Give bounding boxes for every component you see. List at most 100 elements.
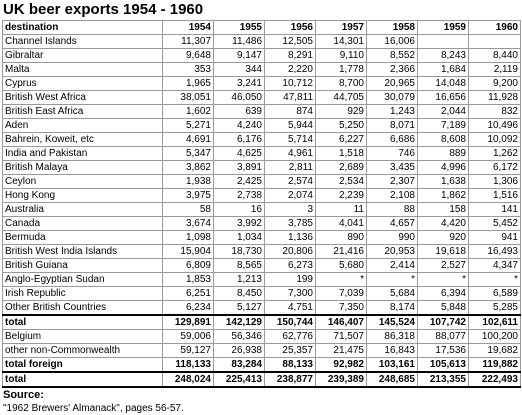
- cell-value: 4,041: [315, 216, 367, 231]
- cell-value: 239,389: [315, 371, 367, 388]
- cell-value: 1,306: [468, 174, 521, 189]
- cell-value: 26,938: [213, 343, 265, 358]
- cell-value: 2,074: [264, 188, 316, 203]
- cell-value: 4,420: [417, 216, 469, 231]
- cell-value: 44,705: [315, 90, 367, 105]
- cell-value: 5,271: [162, 118, 214, 133]
- cell-value: 9,648: [162, 48, 214, 63]
- row-label: Bermuda: [2, 230, 163, 245]
- column-header-year: 1958: [366, 20, 418, 35]
- cell-value: 105,613: [417, 357, 469, 373]
- cell-value: 5,848: [417, 300, 469, 316]
- row-label: Gibraltar: [2, 48, 163, 63]
- cell-value: 941: [468, 230, 521, 245]
- cell-value: 71,507: [315, 329, 367, 344]
- cell-value: 5,250: [315, 118, 367, 133]
- table-row: Aden 5,271 4,240 5,944 5,250 8,071 7,189 10,496: [2, 118, 521, 133]
- row-label: Malta: [2, 62, 163, 77]
- table-row: British Guiana 6,809 8,565 6,273 5,680 2,414 2…: [2, 258, 521, 273]
- table-row: Bermuda 1,098 1,034 1,136 890 990 920 941: [2, 230, 521, 245]
- cell-value: 1,862: [417, 188, 469, 203]
- cell-value: 19,682: [468, 343, 521, 358]
- cell-value: 4,657: [366, 216, 418, 231]
- row-label: Hong Kong: [2, 188, 163, 203]
- row-label: Belgium: [2, 329, 163, 344]
- cell-value: 7,350: [315, 300, 367, 316]
- cell-value: 129,891: [162, 314, 214, 330]
- total-commonwealth-row: total 129,891 142,129 150,744 146,407 145,524…: [2, 314, 521, 330]
- cell-value: 1,684: [417, 62, 469, 77]
- cell-value: 4,240: [213, 118, 265, 133]
- cell-value: 2,811: [264, 160, 316, 175]
- cell-value: 158: [417, 202, 469, 217]
- cell-value: *: [468, 272, 521, 287]
- cell-value: 9,200: [468, 76, 521, 91]
- row-label: Australia: [2, 202, 163, 217]
- cell-value: 19,618: [417, 244, 469, 259]
- cell-value: 874: [264, 104, 316, 119]
- cell-value: 62,776: [264, 329, 316, 344]
- cell-value: 3,992: [213, 216, 265, 231]
- row-label: Canada: [2, 216, 163, 231]
- cell-value: 6,227: [315, 132, 367, 147]
- cell-value: 929: [315, 104, 367, 119]
- cell-value: 8,450: [213, 286, 265, 301]
- cell-value: 8,552: [366, 48, 418, 63]
- cell-value: 14,301: [315, 34, 367, 49]
- cell-value: 4,961: [264, 146, 316, 161]
- cell-value: 5,452: [468, 216, 521, 231]
- cell-value: 16,843: [366, 343, 418, 358]
- cell-value: 16: [213, 202, 265, 217]
- cell-value: 10,092: [468, 132, 521, 147]
- cell-value: 8,700: [315, 76, 367, 91]
- cell-value: 9,147: [213, 48, 265, 63]
- table-body: Channel Islands 11,307 11,486 12,505 14,301 1…: [2, 34, 521, 388]
- cell-value: 21,416: [315, 244, 367, 259]
- row-label: British West India Islands: [2, 244, 163, 259]
- cell-value: 92,982: [315, 357, 367, 373]
- cell-value: 832: [468, 104, 521, 119]
- cell-value: 6,273: [264, 258, 316, 273]
- cell-value: 1,638: [417, 174, 469, 189]
- table-row: Hong Kong 3,975 2,738 2,074 2,239 2,108 1,862 1…: [2, 188, 521, 203]
- table-row: British East Africa 1,602 639 874 929 1,243 2,…: [2, 104, 521, 119]
- cell-value: 344: [213, 62, 265, 77]
- cell-value: 6,176: [213, 132, 265, 147]
- cell-value: 6,172: [468, 160, 521, 175]
- row-label: Ceylon: [2, 174, 163, 189]
- cell-value: 890: [315, 230, 367, 245]
- cell-value: 3,862: [162, 160, 214, 175]
- table-row: Bahrein, Koweit, etc 4,691 6,176 5,714 6,227…: [2, 132, 521, 147]
- cell-value: 2,307: [366, 174, 418, 189]
- cell-value: [417, 34, 469, 49]
- table-row: India and Pakistan 5,347 4,625 4,961 1,518 74…: [2, 146, 521, 161]
- cell-value: 10,496: [468, 118, 521, 133]
- cell-value: 1,853: [162, 272, 214, 287]
- row-label: total: [2, 371, 163, 388]
- table-row: Irish Republic 6,251 8,450 7,300 7,039 5,684 6…: [2, 286, 521, 301]
- cell-value: *: [315, 272, 367, 287]
- cell-value: 3: [264, 202, 316, 217]
- cell-value: 5,127: [213, 300, 265, 316]
- column-header-year: 1956: [264, 20, 316, 35]
- cell-value: 12,505: [264, 34, 316, 49]
- cell-value: *: [417, 272, 469, 287]
- row-label: other non-Commonwealth: [2, 343, 163, 358]
- cell-value: 4,751: [264, 300, 316, 316]
- header-row: destination 1954 1955 1956 1957 1958 1959 1960: [2, 20, 521, 35]
- cell-value: 5,285: [468, 300, 521, 316]
- table-row: Anglo-Egyptian Sudan 1,853 1,213 199 * * * *: [2, 272, 521, 287]
- cell-value: 1,965: [162, 76, 214, 91]
- cell-value: 1,262: [468, 146, 521, 161]
- cell-value: 8,608: [417, 132, 469, 147]
- cell-value: 639: [213, 104, 265, 119]
- cell-value: 88: [366, 202, 418, 217]
- table-row: Australia 58 16 3 11 88 158 141: [2, 202, 521, 217]
- cell-value: 6,234: [162, 300, 214, 316]
- cell-value: 141: [468, 202, 521, 217]
- cell-value: 8,174: [366, 300, 418, 316]
- row-label: Aden: [2, 118, 163, 133]
- grand-total-row: total 248,024 225,413 238,877 239,389 248,685…: [2, 371, 521, 388]
- cell-value: 5,680: [315, 258, 367, 273]
